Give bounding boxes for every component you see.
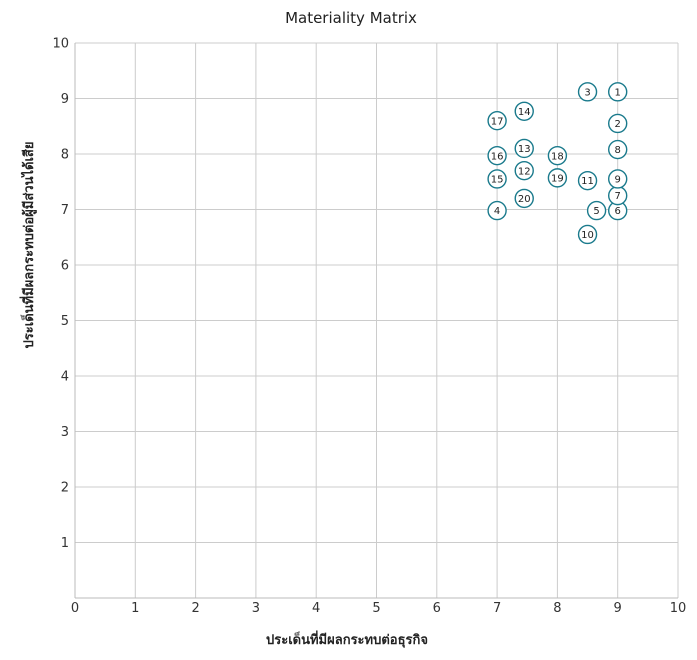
data-point-marker [547, 168, 568, 188]
data-point-label: 10 [581, 230, 594, 241]
data-point-label: 17 [491, 116, 504, 127]
x-tick-label: 8 [553, 601, 561, 616]
data-point: 5 [586, 200, 607, 221]
y-tick-label: 6 [61, 259, 69, 274]
data-point-label: 16 [491, 151, 504, 162]
y-tick-label: 2 [61, 481, 69, 496]
axes [74, 43, 678, 599]
data-point-marker [514, 188, 534, 209]
data-point: 11 [577, 170, 598, 191]
data-point-label: 14 [518, 107, 531, 118]
data-point-marker [487, 145, 507, 166]
x-tick-label: 3 [252, 601, 260, 616]
data-point-label: 8 [615, 145, 621, 156]
x-tick-label: 4 [312, 601, 320, 616]
data-point-marker [514, 160, 534, 181]
y-tick-label: 1 [61, 536, 69, 551]
data-point-marker [577, 224, 598, 245]
data-point-marker [487, 169, 507, 189]
data-point-label: 15 [491, 175, 504, 186]
data-point: 17 [487, 110, 507, 131]
y-tick-label: 5 [61, 314, 69, 329]
data-point: 20 [514, 188, 534, 209]
y-axis-label: ประเด็นที่มีผลกระทบต่อผู้มีส่วนได้เสีย [19, 142, 37, 349]
data-point-marker [608, 169, 628, 189]
x-tick-label: 5 [372, 601, 380, 616]
x-axis-label: ประเด็นที่มีผลกระทบต่อธุรกิจ [266, 630, 428, 648]
data-point-label: 18 [551, 151, 564, 162]
data-point: 19 [547, 168, 568, 188]
data-point: 4 [487, 200, 507, 221]
data-point-marker [608, 82, 628, 102]
data-point: 10 [577, 224, 598, 245]
x-tick-label: 2 [191, 601, 199, 616]
data-point-marker [487, 110, 507, 131]
data-point-label: 11 [581, 176, 594, 187]
data-point-label: 9 [615, 175, 621, 186]
data-point: 7 [608, 185, 628, 206]
x-tick-label: 1 [131, 601, 139, 616]
data-point: 1 [608, 82, 628, 102]
x-tick-label: 10 [670, 601, 687, 616]
y-tick-label: 10 [52, 37, 69, 52]
data-point: 2 [608, 113, 628, 134]
y-tick-label: 3 [61, 425, 69, 440]
data-point-marker [514, 101, 534, 121]
data-point: 14 [514, 101, 534, 121]
data-point-label: 4 [494, 206, 500, 217]
data-point: 12 [514, 160, 534, 181]
data-point: 15 [487, 169, 507, 189]
data-point-marker [608, 113, 628, 134]
data-point-label: 5 [593, 206, 599, 217]
data-point: 16 [487, 145, 507, 166]
data-point-label: 3 [584, 87, 590, 98]
y-tick-label: 9 [61, 92, 69, 107]
data-point-marker [514, 138, 534, 159]
data-point-label: 19 [551, 173, 564, 184]
data-point-label: 6 [615, 206, 621, 217]
data-point-marker [577, 82, 598, 102]
x-tick-label: 0 [71, 601, 79, 616]
data-point-label: 12 [518, 166, 531, 177]
data-point-label: 7 [615, 191, 621, 202]
y-tick-label: 7 [61, 203, 69, 218]
x-tick-label: 7 [493, 601, 501, 616]
data-point-marker [547, 145, 568, 166]
x-tick-label: 6 [433, 601, 441, 616]
data-point-label: 1 [615, 87, 621, 98]
data-point-marker [487, 200, 507, 221]
data-point-marker [577, 170, 598, 191]
y-tick-label: 4 [61, 370, 69, 385]
data-point: 13 [514, 138, 534, 159]
data-point: 9 [608, 169, 628, 189]
data-point-label: 13 [518, 144, 531, 155]
data-point-label: 2 [615, 119, 621, 130]
data-point: 8 [608, 139, 628, 160]
x-tick-label: 9 [614, 601, 622, 616]
grid [75, 42, 679, 598]
chart-title: Materiality Matrix [285, 9, 417, 27]
data-point-label: 20 [518, 194, 531, 205]
data-point-marker [608, 139, 628, 160]
data-point: 3 [577, 82, 598, 102]
y-tick-label: 8 [61, 148, 69, 163]
data-point: 18 [547, 145, 568, 166]
data-point-marker [586, 200, 607, 221]
